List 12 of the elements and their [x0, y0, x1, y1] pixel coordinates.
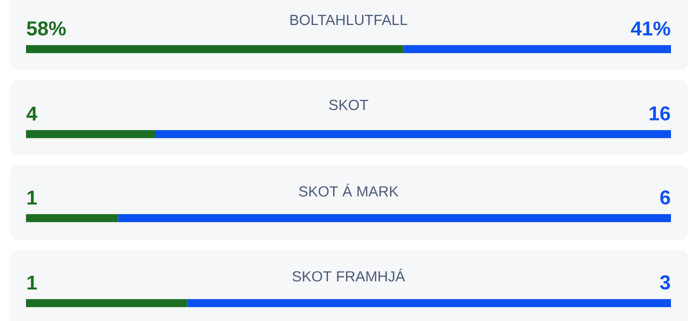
chart-title: SKOT: [329, 100, 368, 110]
chart-title: BOLTAHLUTFALL: [290, 14, 408, 26]
data-label: 16: [650, 106, 670, 120]
data-label: 58%: [26, 21, 66, 36]
chart-title: SKOT Á MARK: [299, 184, 398, 197]
data-label: 1: [28, 190, 37, 204]
data-label: 4: [26, 106, 38, 120]
data-label: 6: [660, 190, 670, 204]
data-label: 1: [28, 276, 37, 290]
data-label: 41%: [630, 21, 670, 36]
chart-title: SKOT FRAMHJÁ: [292, 268, 406, 282]
data-label: 3: [660, 275, 670, 290]
